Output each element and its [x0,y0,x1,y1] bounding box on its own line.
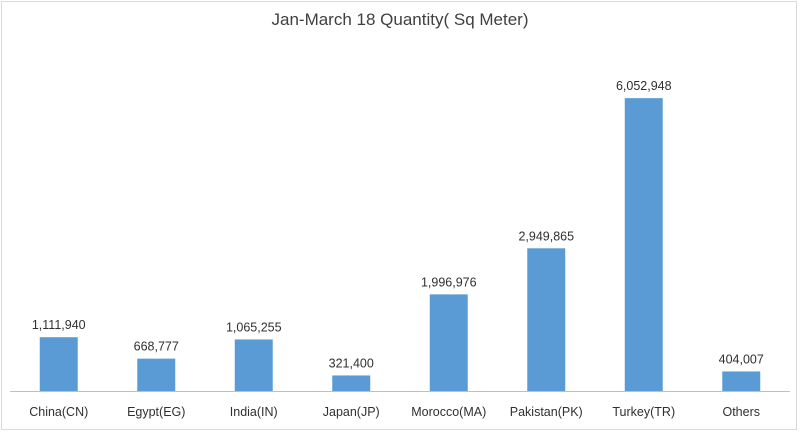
x-tick-label-7: Others [722,405,760,419]
bar-5 [527,248,566,391]
x-tick-label-3: Japan(JP) [323,405,380,419]
x-tick-label-1: Egypt(EG) [127,405,185,419]
data-label-3: 321,400 [329,356,374,370]
bar-1 [137,358,176,391]
x-tick-label-6: Turkey(TR) [612,405,675,419]
data-label-4: 1,996,976 [421,275,477,289]
data-label-2: 1,065,255 [226,320,282,334]
x-tick-label-5: Pakistan(PK) [510,405,583,419]
data-label-1: 668,777 [134,340,179,354]
bar-4 [429,294,468,391]
bar-3 [332,375,371,391]
bar-0 [39,337,78,391]
bar-2 [234,339,273,391]
bar-6 [624,98,663,391]
chart-title: Jan-March 18 Quantity( Sq Meter) [271,10,529,29]
x-tick-label-0: China(CN) [29,405,88,419]
x-tick-label-4: Morocco(MA) [411,405,486,419]
data-label-6: 6,052,948 [616,79,672,93]
x-tick-label-2: India(IN) [230,405,278,419]
bar-7 [722,371,761,391]
data-label-5: 2,949,865 [518,229,574,243]
data-label-0: 1,111,940 [32,318,86,332]
data-label-7: 404,007 [719,352,764,366]
